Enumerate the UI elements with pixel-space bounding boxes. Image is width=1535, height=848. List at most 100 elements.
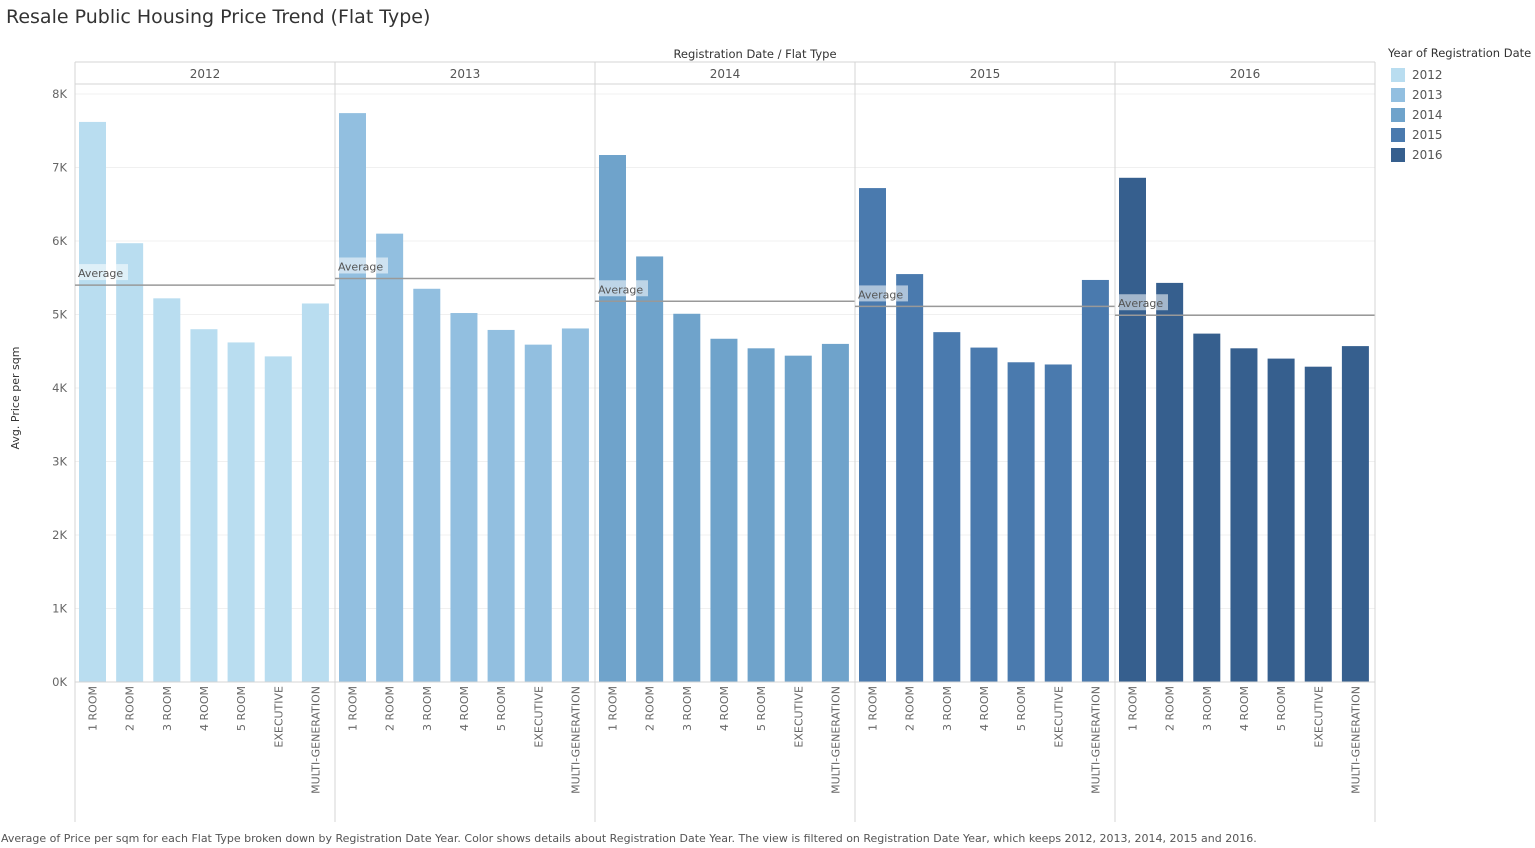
- x-tick-label: MULTI-GENERATION: [1349, 686, 1362, 794]
- bar: [1193, 333, 1221, 682]
- bar: [970, 347, 998, 682]
- bar: [227, 342, 255, 682]
- bar: [376, 233, 404, 682]
- y-tick-label: 8K: [52, 87, 67, 101]
- legend-swatch: [1391, 68, 1405, 82]
- legend-swatch: [1391, 148, 1405, 162]
- x-tick-label: EXECUTIVE: [532, 686, 545, 748]
- x-tick-label: MULTI-GENERATION: [309, 686, 322, 794]
- x-tick-label: EXECUTIVE: [1312, 686, 1325, 748]
- legend-item[interactable]: 2013: [1388, 85, 1535, 105]
- y-tick-label: 1K: [52, 602, 67, 616]
- x-tick-label: EXECUTIVE: [1052, 686, 1065, 748]
- x-tick-label: 4 ROOM: [458, 686, 471, 731]
- y-tick-label: 3K: [52, 455, 67, 469]
- x-tick-label: 2 ROOM: [124, 686, 137, 731]
- x-tick-label: 3 ROOM: [161, 686, 174, 731]
- x-tick-label: 3 ROOM: [681, 686, 694, 731]
- legend-item[interactable]: 2012: [1388, 65, 1535, 85]
- y-tick-label: 0K: [52, 675, 67, 689]
- bar: [339, 113, 366, 683]
- x-tick-label: 3 ROOM: [421, 686, 434, 731]
- average-label: Average: [1118, 297, 1163, 310]
- legend-item[interactable]: 2014: [1388, 105, 1535, 125]
- x-tick-label: EXECUTIVE: [272, 686, 285, 748]
- chart-title: Resale Public Housing Price Trend (Flat …: [6, 6, 431, 28]
- average-label-bg: [1116, 294, 1168, 311]
- x-tick-label: 2 ROOM: [644, 686, 657, 731]
- y-tick-label: 5K: [52, 308, 67, 322]
- x-tick-label: 5 ROOM: [755, 686, 768, 731]
- bar-chart: Registration Date / Flat Type 0K 1K 2K 3K 4K 5…: [9, 47, 1376, 822]
- average-label-bg: [336, 257, 388, 274]
- bar: [636, 256, 664, 682]
- average-label-bg: [856, 285, 908, 302]
- bar: [1267, 358, 1295, 682]
- bar: [599, 155, 626, 682]
- bar: [747, 348, 775, 682]
- y-tick-label: 7K: [52, 161, 67, 175]
- x-tick-label: MULTI-GENERATION: [569, 686, 582, 794]
- legend-item[interactable]: 2015: [1388, 125, 1535, 145]
- x-tick-label: 4 ROOM: [1238, 686, 1251, 731]
- x-tick-label: 4 ROOM: [198, 686, 211, 731]
- bar: [264, 356, 292, 682]
- x-tick-label: 3 ROOM: [1201, 686, 1214, 731]
- x-tick-label: EXECUTIVE: [792, 686, 805, 748]
- bar: [487, 329, 515, 682]
- average-label: Average: [858, 288, 903, 301]
- bar: [1156, 282, 1184, 682]
- bar: [1304, 366, 1332, 682]
- bar: [673, 313, 701, 682]
- legend-title: Year of Registration Date: [1388, 46, 1532, 60]
- x-tick-label: 2 ROOM: [904, 686, 917, 731]
- legend-label: 2013: [1412, 88, 1443, 102]
- legend-swatch: [1391, 108, 1405, 122]
- x-tick-label: 5 ROOM: [235, 686, 248, 731]
- x-tick-label: MULTI-GENERATION: [1089, 686, 1102, 794]
- bar: [710, 338, 738, 682]
- y-tick-label: 2K: [52, 528, 67, 542]
- legend-label: 2012: [1412, 68, 1443, 82]
- bar: [1044, 364, 1072, 682]
- bar: [301, 303, 329, 682]
- panel-header-label: 2013: [450, 67, 481, 81]
- average-label: Average: [78, 267, 123, 280]
- legend-label: 2016: [1412, 148, 1443, 162]
- x-tick-label: 5 ROOM: [1275, 686, 1288, 731]
- x-tick-label: MULTI-GENERATION: [829, 686, 842, 794]
- x-tick-label: 1 ROOM: [867, 686, 880, 731]
- bar: [821, 343, 849, 682]
- x-tick-label: 3 ROOM: [941, 686, 954, 731]
- panel-header-label: 2014: [710, 67, 741, 81]
- bar: [896, 274, 924, 682]
- x-tick-label: 2 ROOM: [1164, 686, 1177, 731]
- bar: [933, 332, 961, 682]
- legend-item[interactable]: 2016: [1388, 145, 1535, 165]
- average-label: Average: [338, 260, 383, 273]
- bar: [190, 329, 218, 682]
- bar: [859, 188, 886, 682]
- bar: [784, 355, 812, 682]
- legend: Year of Registration Date 2012 2013 2014 20…: [1388, 46, 1535, 165]
- legend-swatch: [1391, 128, 1405, 142]
- x-tick-label: 1 ROOM: [347, 686, 360, 731]
- x-tick-label: 1 ROOM: [607, 686, 620, 731]
- x-tick-label: 5 ROOM: [495, 686, 508, 731]
- bar: [116, 243, 144, 682]
- bar: [153, 298, 181, 682]
- panel-header-label: 2016: [1230, 67, 1261, 81]
- legend-label: 2015: [1412, 128, 1443, 142]
- bar: [413, 288, 441, 682]
- bar: [79, 121, 106, 683]
- y-axis-label: Avg. Price per sqm: [9, 347, 22, 450]
- y-tick-label: 4K: [52, 381, 67, 395]
- chart-caption: Average of Price per sqm for each Flat T…: [1, 832, 1257, 845]
- bar: [1119, 177, 1146, 683]
- column-header-label: Registration Date / Flat Type: [673, 47, 836, 61]
- x-tick-label: 1 ROOM: [87, 686, 100, 731]
- legend-label: 2014: [1412, 108, 1443, 122]
- bar: [524, 344, 552, 682]
- x-tick-label: 4 ROOM: [718, 686, 731, 731]
- panel-header-label: 2012: [190, 67, 221, 81]
